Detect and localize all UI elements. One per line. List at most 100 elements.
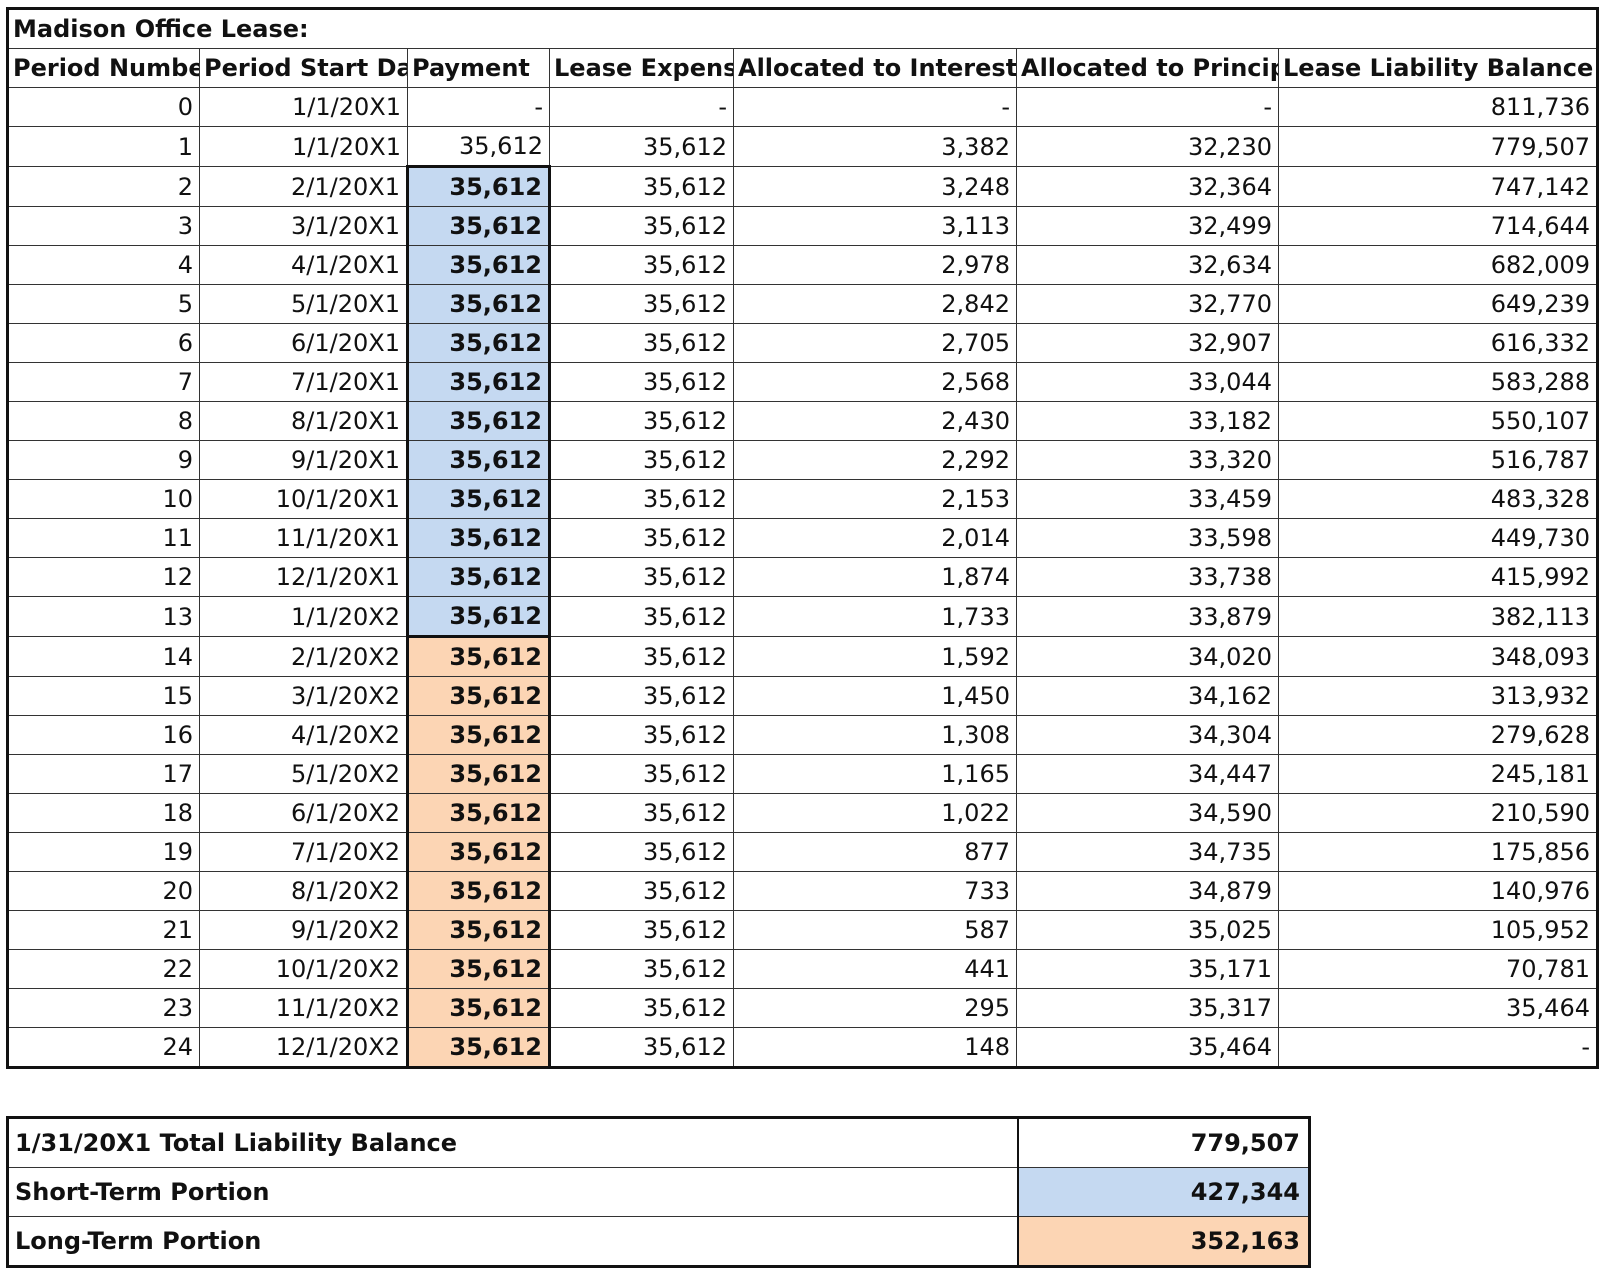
payment-cell: 35,612 <box>406 323 551 363</box>
table-row: 7 7/1/20X1 35,612 35,612 2,568 33,044 583,288 <box>7 362 1598 402</box>
payment-cell: 35,612 <box>406 910 551 950</box>
interest-cell: 733 <box>733 871 1017 911</box>
payment-cell: 35,612 <box>406 871 551 911</box>
principal-cell: 35,464 <box>1016 1027 1279 1068</box>
interest-cell: - <box>733 87 1017 127</box>
period-number-cell: 10 <box>7 479 200 519</box>
balance-cell: 616,332 <box>1278 323 1598 363</box>
table-row: 1 1/1/20X1 35,612 35,612 3,382 32,230 779,507 <box>7 126 1598 167</box>
lease-expense-cell: 35,612 <box>549 245 734 285</box>
principal-cell: 34,735 <box>1016 832 1279 872</box>
principal-cell: 34,304 <box>1016 715 1279 755</box>
balance-cell: 682,009 <box>1278 245 1598 285</box>
table-row: 21 9/1/20X2 35,612 35,612 587 35,025 105,952 <box>7 910 1598 950</box>
interest-cell: 295 <box>733 988 1017 1028</box>
column-header-lease-liability-balance: Lease Liability Balance <box>1278 48 1598 88</box>
table-row: 16 4/1/20X2 35,612 35,612 1,308 34,304 279,628 <box>7 715 1598 755</box>
period-number-cell: 6 <box>7 323 200 363</box>
lease-expense-cell: 35,612 <box>549 557 734 597</box>
principal-cell: 34,447 <box>1016 754 1279 794</box>
period-number-cell: 13 <box>7 596 200 637</box>
interest-cell: 1,022 <box>733 793 1017 833</box>
period-number-cell: 11 <box>7 518 200 558</box>
payment-cell: 35,612 <box>406 754 551 794</box>
period-start-date-cell: 9/1/20X2 <box>199 910 408 950</box>
lease-expense-cell: 35,612 <box>549 754 734 794</box>
balance-cell: 779,507 <box>1278 126 1598 167</box>
payment-cell: 35,612 <box>407 126 550 167</box>
table-row: 5 5/1/20X1 35,612 35,612 2,842 32,770 649,239 <box>7 284 1598 324</box>
payment-cell: 35,612 <box>406 557 551 597</box>
principal-cell: 32,230 <box>1016 126 1279 167</box>
interest-cell: 2,705 <box>733 323 1017 363</box>
balance-cell: 811,736 <box>1278 87 1598 127</box>
period-number-cell: 7 <box>7 362 200 402</box>
payment-cell: 35,612 <box>406 518 551 558</box>
period-start-date-cell: 9/1/20X1 <box>199 440 408 480</box>
period-number-cell: 22 <box>7 949 200 989</box>
period-start-date-cell: 7/1/20X2 <box>199 832 408 872</box>
principal-cell: 34,879 <box>1016 871 1279 911</box>
principal-cell: 32,499 <box>1016 206 1279 246</box>
balance-cell: - <box>1278 1027 1598 1068</box>
balance-cell: 210,590 <box>1278 793 1598 833</box>
balance-cell: 483,328 <box>1278 479 1598 519</box>
column-header-allocated-to-principal: Allocated to Principal <box>1016 48 1279 88</box>
period-number-cell: 12 <box>7 557 200 597</box>
table-row: 9 9/1/20X1 35,612 35,612 2,292 33,320 516,787 <box>7 440 1598 480</box>
lease-expense-cell: 35,612 <box>549 206 734 246</box>
payment-cell: 35,612 <box>406 676 551 716</box>
principal-cell: 34,162 <box>1016 676 1279 716</box>
lease-expense-cell: 35,612 <box>549 793 734 833</box>
period-number-cell: 21 <box>7 910 200 950</box>
column-header-payment: Payment <box>407 48 550 88</box>
table-row: 19 7/1/20X2 35,612 35,612 877 34,735 175,856 <box>7 832 1598 872</box>
header-row: Period Number Period Start Date Payment … <box>7 48 1598 88</box>
balance-cell: 583,288 <box>1278 362 1598 402</box>
balance-cell: 105,952 <box>1278 910 1598 950</box>
table-row: 4 4/1/20X1 35,612 35,612 2,978 32,634 682,009 <box>7 245 1598 285</box>
principal-cell: 33,459 <box>1016 479 1279 519</box>
principal-cell: 33,182 <box>1016 401 1279 441</box>
lease-expense-cell: 35,612 <box>549 440 734 480</box>
period-start-date-cell: 7/1/20X1 <box>199 362 408 402</box>
interest-cell: 2,842 <box>733 284 1017 324</box>
table-row: 24 12/1/20X2 35,612 35,612 148 35,464- <box>7 1027 1598 1069</box>
period-start-date-cell: 2/1/20X1 <box>199 166 408 207</box>
period-number-cell: 8 <box>7 401 200 441</box>
interest-cell: 3,248 <box>733 166 1017 207</box>
period-number-cell: 9 <box>7 440 200 480</box>
period-start-date-cell: 5/1/20X2 <box>199 754 408 794</box>
period-number-cell: 15 <box>7 676 200 716</box>
period-start-date-cell: 11/1/20X1 <box>199 518 408 558</box>
balance-cell: 415,992 <box>1278 557 1598 597</box>
period-number-cell: 18 <box>7 793 200 833</box>
balance-cell: 140,976 <box>1278 871 1598 911</box>
summary-row: Short-Term Portion 427,344 <box>7 1167 1310 1217</box>
lease-expense-cell: - <box>549 87 734 127</box>
period-start-date-cell: 1/1/20X2 <box>199 596 408 637</box>
table-row: 18 6/1/20X2 35,612 35,612 1,022 34,590 210,590 <box>7 793 1598 833</box>
lease-expense-cell: 35,612 <box>549 636 734 677</box>
period-number-cell: 23 <box>7 988 200 1028</box>
summary-value: 779,507 <box>1016 1117 1310 1168</box>
summary-label: Long-Term Portion <box>7 1216 1018 1267</box>
payment-cell: 35,612 <box>406 793 551 833</box>
period-start-date-cell: 8/1/20X1 <box>199 401 408 441</box>
period-start-date-cell: 1/1/20X1 <box>199 87 408 127</box>
period-start-date-cell: 2/1/20X2 <box>199 636 408 677</box>
lease-expense-cell: 35,612 <box>549 323 734 363</box>
table-row: 10 10/1/20X1 35,612 35,612 2,153 33,459 483,32… <box>7 479 1598 519</box>
table-row: 20 8/1/20X2 35,612 35,612 733 34,879 140,976 <box>7 871 1598 911</box>
payment-cell: 35,612 <box>406 832 551 872</box>
period-number-cell: 19 <box>7 832 200 872</box>
interest-cell: 2,430 <box>733 401 1017 441</box>
summary-value: 352,163 <box>1016 1216 1310 1267</box>
lease-expense-cell: 35,612 <box>549 166 734 207</box>
period-number-cell: 14 <box>7 636 200 677</box>
table-row: 22 10/1/20X2 35,612 35,612 441 35,171 70,781 <box>7 949 1598 989</box>
balance-cell: 382,113 <box>1278 596 1598 637</box>
principal-cell: 35,025 <box>1016 910 1279 950</box>
balance-cell: 649,239 <box>1278 284 1598 324</box>
table-row: 0 1/1/20X1- - - -811,736 <box>7 87 1598 127</box>
